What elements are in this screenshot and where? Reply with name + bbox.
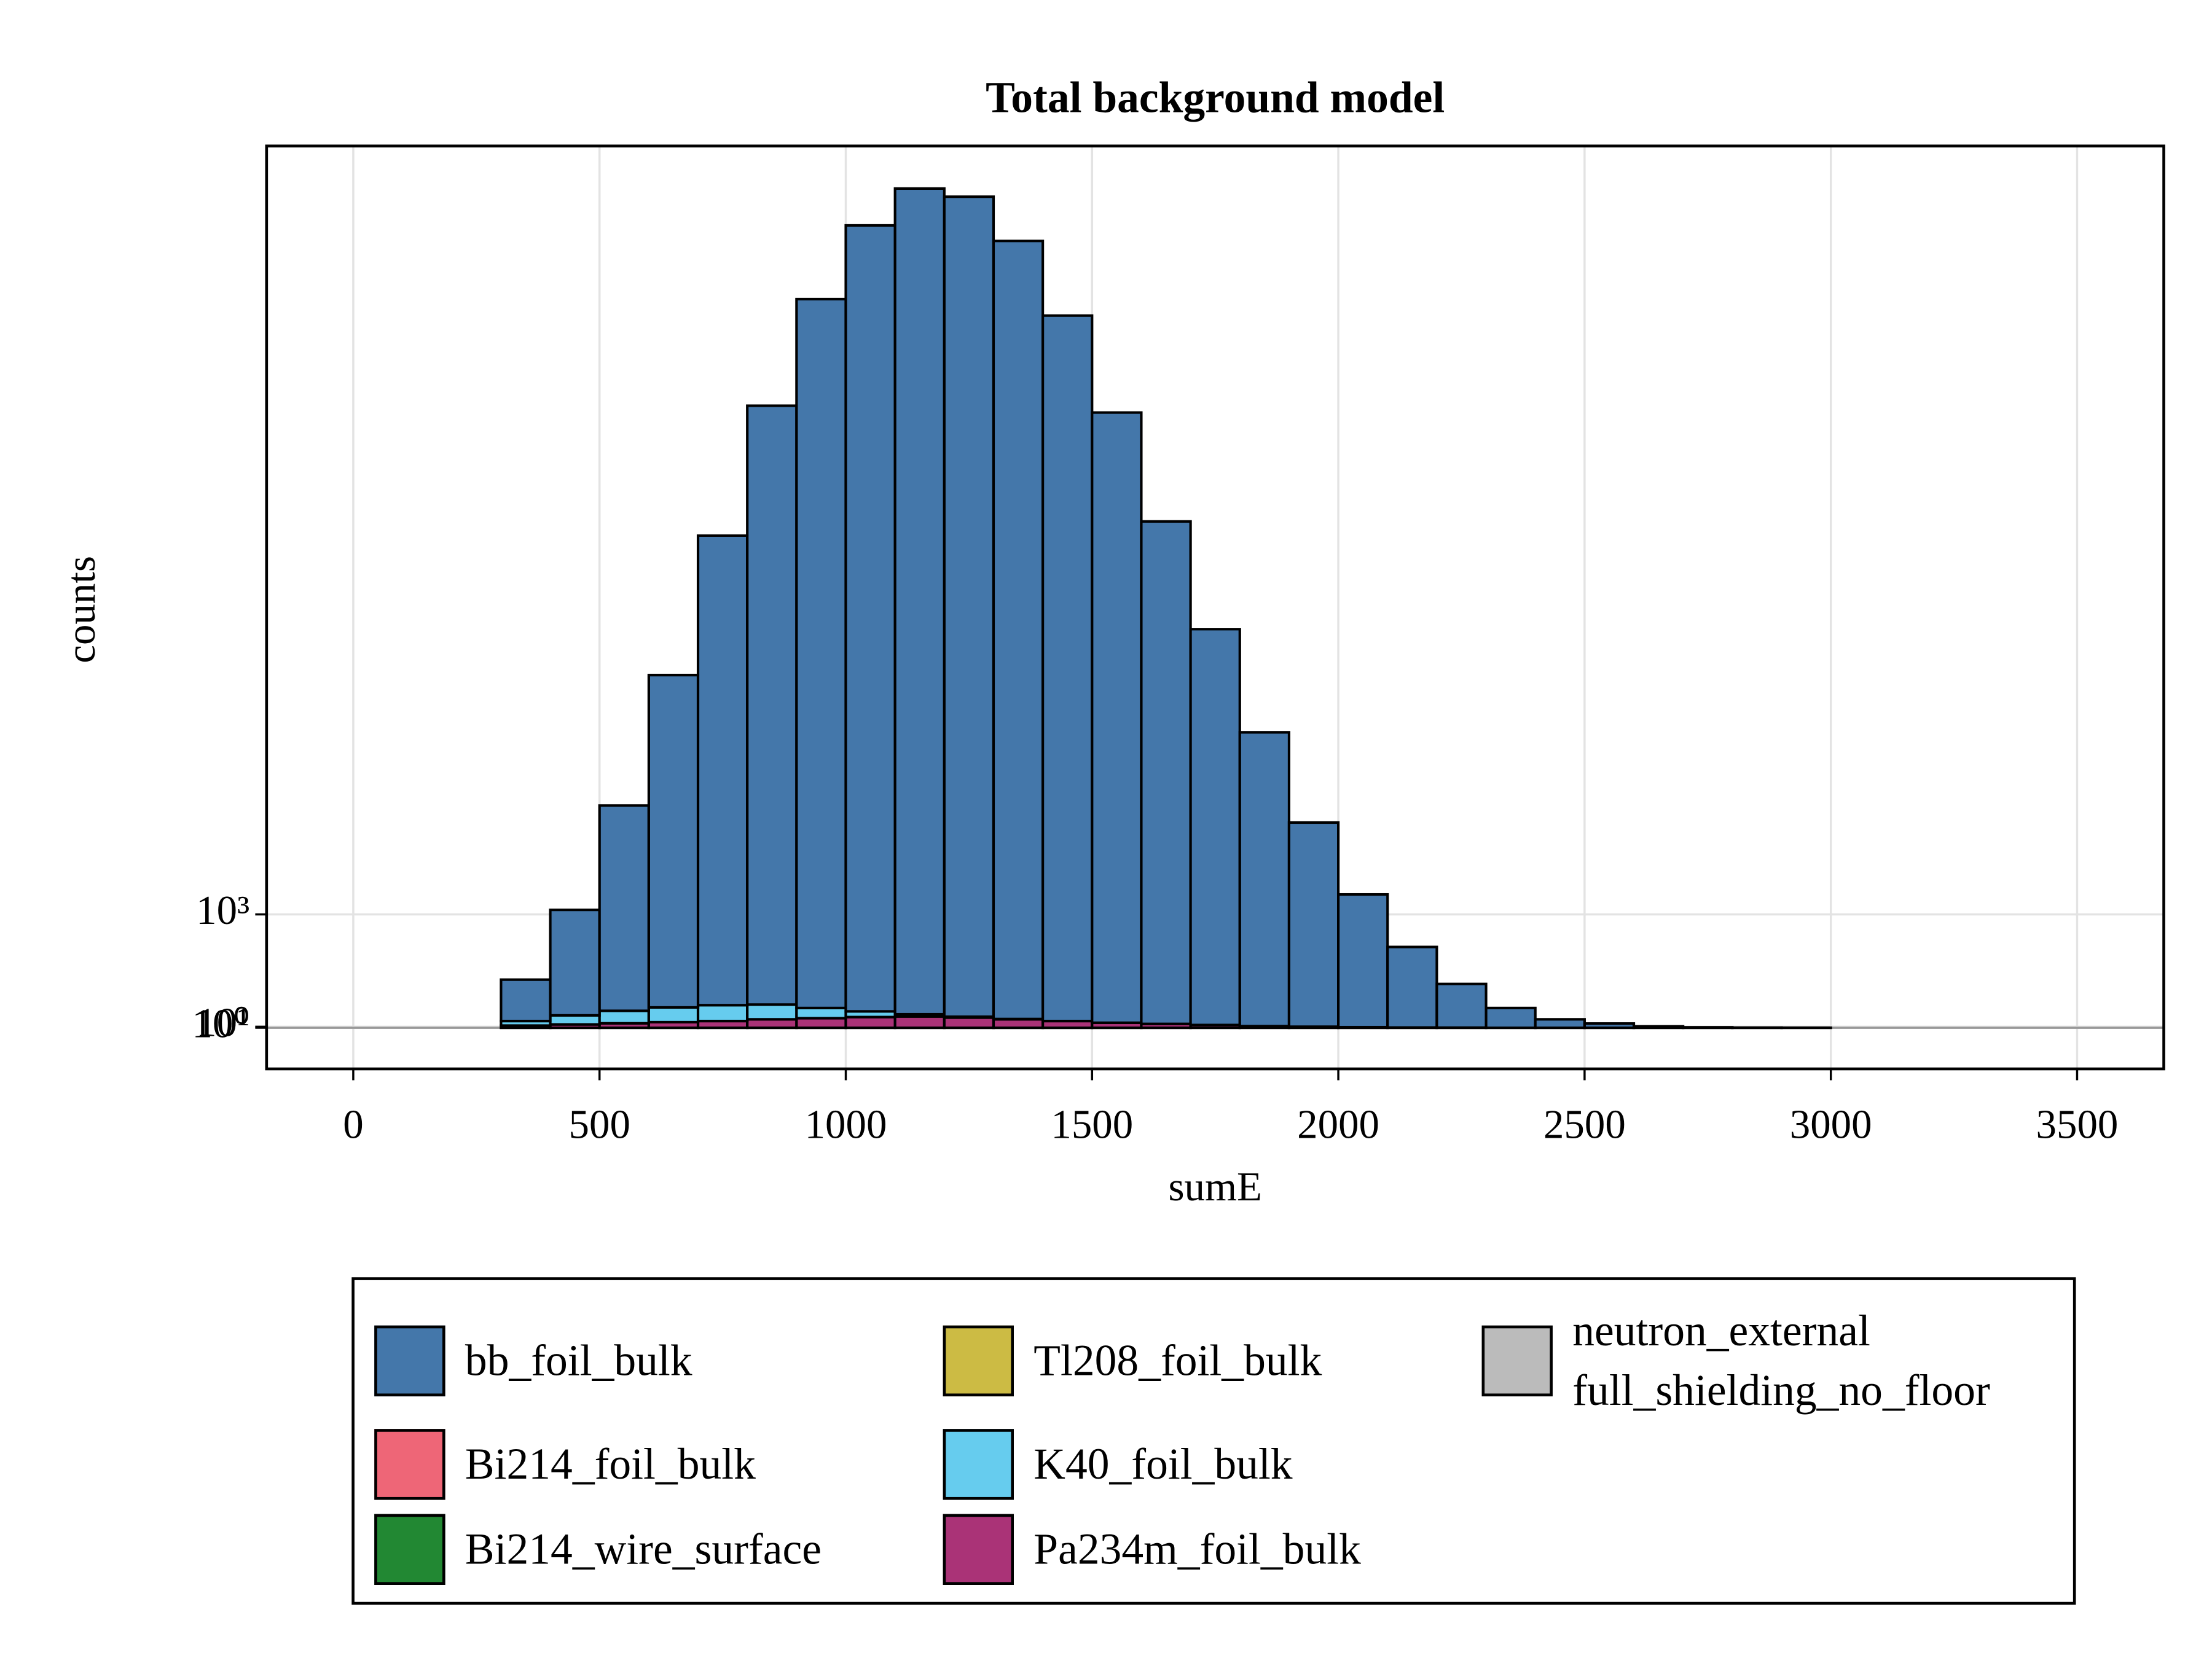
bar xyxy=(501,980,550,1021)
bar xyxy=(1535,1019,1585,1028)
bar xyxy=(1634,1027,1683,1028)
legend-swatch xyxy=(943,1326,1014,1396)
bar xyxy=(944,1018,994,1028)
x-axis-label: sumE xyxy=(1168,1164,1261,1210)
legend-item: Bi214_foil_bulk xyxy=(374,1429,756,1500)
bar xyxy=(698,536,747,1005)
x-tick-label: 3000 xyxy=(1790,1101,1872,1147)
legend: bb_foil_bulk Bi214_foil_bulk Bi214_wire_su… xyxy=(351,1277,2076,1605)
legend-item: Tl208_foil_bulk xyxy=(943,1326,1322,1396)
legend-label: Tl208_foil_bulk xyxy=(1033,1331,1322,1391)
legend-label: Pa234m_foil_bulk xyxy=(1033,1520,1361,1579)
bar xyxy=(1043,316,1092,1021)
bar xyxy=(649,1007,698,1022)
x-tick-label: 500 xyxy=(569,1101,630,1147)
bar xyxy=(1437,984,1486,1028)
legend-swatch xyxy=(1482,1326,1553,1396)
bar xyxy=(551,910,600,1015)
bar xyxy=(649,675,698,1007)
bar xyxy=(698,1005,747,1021)
legend-swatch xyxy=(943,1514,1014,1585)
bar xyxy=(796,1008,845,1019)
bar xyxy=(747,1004,796,1019)
bar xyxy=(747,1019,796,1028)
bar xyxy=(1486,1008,1535,1028)
bar xyxy=(1683,1027,1732,1028)
legend-item: bb_foil_bulk xyxy=(374,1326,692,1396)
bar xyxy=(1289,823,1338,1027)
legend-swatch xyxy=(374,1514,445,1585)
x-tick-label: 0 xyxy=(343,1101,363,1147)
x-tick-label: 1000 xyxy=(805,1101,887,1147)
legend-swatch xyxy=(943,1429,1014,1500)
x-tick-label: 1500 xyxy=(1051,1101,1133,1147)
legend-item: neutron_external full_shielding_no_floor xyxy=(1482,1301,1990,1420)
legend-swatch xyxy=(374,1326,445,1396)
bar xyxy=(1092,413,1141,1023)
legend-swatch xyxy=(374,1429,445,1500)
x-tick-label: 2000 xyxy=(1297,1101,1379,1147)
bar xyxy=(796,299,845,1008)
chart-title: Total background model xyxy=(986,74,1445,122)
bar xyxy=(846,225,895,1011)
y-axis-label: counts xyxy=(58,556,104,663)
bar xyxy=(1585,1023,1634,1028)
bar xyxy=(1240,732,1289,1026)
bar xyxy=(747,405,796,1004)
legend-label: bb_foil_bulk xyxy=(465,1331,692,1391)
y-tick-label: 10³ xyxy=(196,888,249,933)
legend-label: K40_foil_bulk xyxy=(1033,1434,1292,1494)
legend-item: Pa234m_foil_bulk xyxy=(943,1514,1361,1585)
bar xyxy=(994,241,1043,1019)
legend-item: Bi214_wire_surface xyxy=(374,1514,822,1585)
bar xyxy=(895,1017,944,1028)
bar xyxy=(846,1017,895,1028)
bar xyxy=(1191,629,1240,1025)
bar xyxy=(1141,522,1190,1024)
bar xyxy=(994,1019,1043,1028)
legend-item: K40_foil_bulk xyxy=(943,1429,1293,1500)
legend-label: Bi214_wire_surface xyxy=(465,1520,822,1579)
bar xyxy=(600,1011,649,1023)
bar xyxy=(551,1015,600,1025)
x-tick-label: 2500 xyxy=(1543,1101,1626,1147)
bar xyxy=(895,189,944,1014)
legend-label: Bi214_foil_bulk xyxy=(465,1434,756,1494)
bar xyxy=(1387,947,1437,1028)
x-tick-label: 3500 xyxy=(2036,1101,2119,1147)
bar xyxy=(944,197,994,1017)
legend-label: neutron_external full_shielding_no_floor xyxy=(1572,1301,1990,1420)
y-tick-label: 10¹ xyxy=(196,1000,249,1046)
bar xyxy=(796,1018,845,1028)
bar xyxy=(600,805,649,1011)
bar xyxy=(1338,894,1387,1027)
